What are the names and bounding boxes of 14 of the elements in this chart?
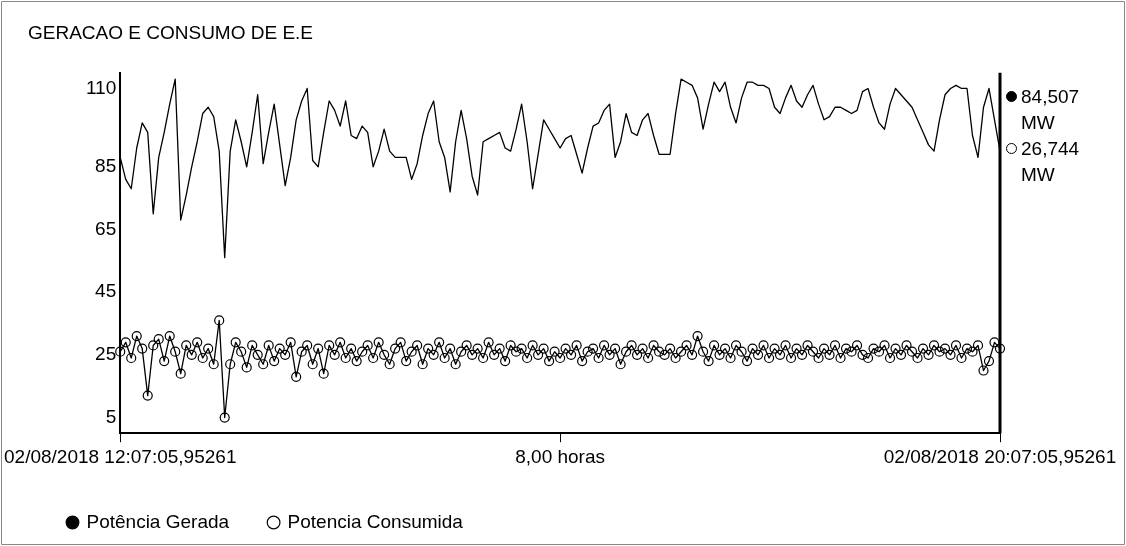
y-tick-label: 110 xyxy=(85,76,117,98)
x-tick-label: 8,00 horas xyxy=(515,445,606,467)
chart-title: GERACAO E CONSUMO DE E.E xyxy=(28,21,314,43)
text: 84,507 MW xyxy=(1021,85,1081,135)
y-tick-label: 25 xyxy=(95,343,117,365)
y-tick-label: 85 xyxy=(95,155,117,177)
y-tick-label: 5 xyxy=(105,405,117,427)
text: 26,744 MW xyxy=(1021,137,1081,187)
x-tick-label: 02/08/2018 12:07:05,95261 xyxy=(4,445,237,467)
y-tick-label: 45 xyxy=(95,280,117,302)
x-tick-label: 02/08/2018 20:07:05,95261 xyxy=(883,445,1117,467)
legend-label: Potencia Consumida xyxy=(287,510,464,532)
y-tick-label: 65 xyxy=(95,217,117,239)
legend-label: Potência Gerada xyxy=(86,510,230,532)
